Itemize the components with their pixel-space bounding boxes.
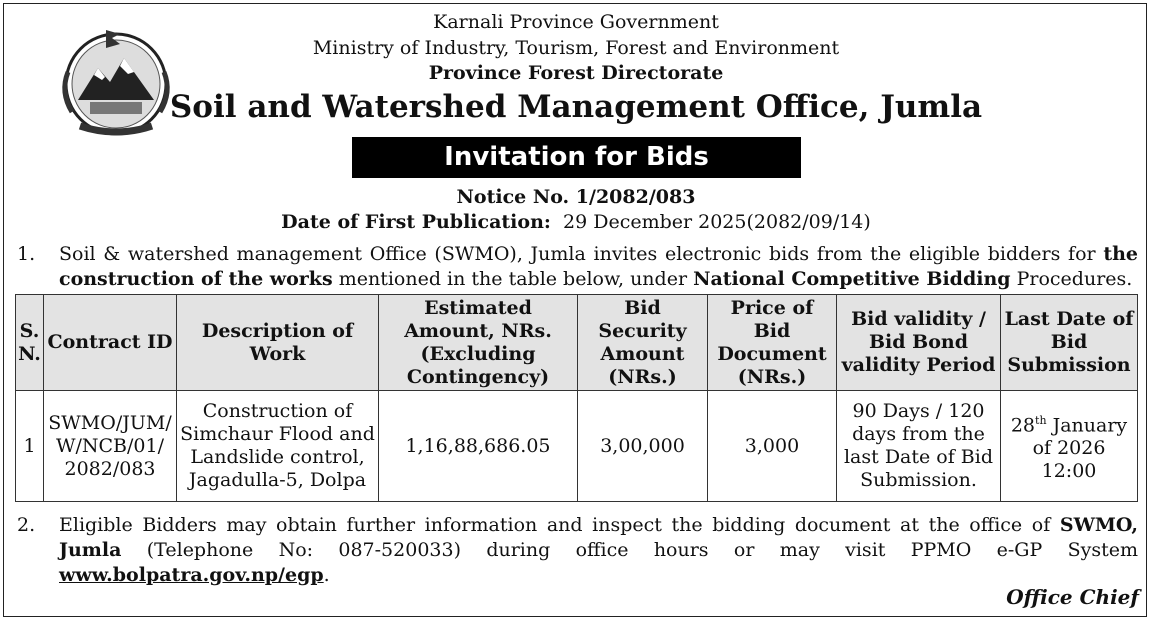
item-2-text-c: .: [323, 564, 330, 586]
cell-description: Construction of Simchaur Flood and Lands…: [176, 390, 379, 502]
header-line-province-government: Karnali Province Government: [433, 11, 719, 33]
col-header-last-date: Last Date of Bid Submission: [1000, 294, 1138, 391]
item-1-text-b: mentioned in the table below, under: [332, 268, 694, 290]
col-header-description: Description of Work: [176, 294, 379, 391]
publication-date-label: Date of First Publication:: [281, 211, 551, 233]
item-1-bold-a: the construction of the works: [59, 243, 1138, 290]
notice-frame: [3, 3, 1147, 617]
item-2-text-b: (Telephone No: 087-520033) during office…: [121, 539, 1138, 561]
last-date-ordinal: th: [1035, 413, 1047, 427]
publication-date: Date of First Publication: 29 December 2…: [0, 211, 1152, 233]
cell-last-date: 28th January of 2026 12:00: [1000, 390, 1138, 502]
col-header-contract-id: Contract ID: [43, 294, 177, 391]
item-2-text: Eligible Bidders may obtain further info…: [59, 513, 1138, 588]
bids-table: S. N. Contract ID Description of Work Es…: [15, 294, 1138, 502]
item-2-bold-office: SWMO, Jumla: [59, 514, 1138, 561]
cell-bid-security: 3,00,000: [577, 390, 708, 502]
cell-contract-id: SWMO/JUM/ W/NCB/01/ 2082/083: [43, 390, 177, 502]
header-line-ministry: Ministry of Industry, Tourism, Forest an…: [312, 37, 840, 59]
item-1-bold-b: National Competitive Bidding: [693, 268, 1011, 290]
cell-sn: 1: [15, 390, 44, 502]
table-row: 1 SWMO/JUM/ W/NCB/01/ 2082/083 Construct…: [15, 390, 1138, 502]
item-1-text-a: Soil & watershed management Office (SWMO…: [59, 243, 1104, 265]
item-1-text: Soil & watershed management Office (SWMO…: [59, 242, 1138, 292]
invitation-banner: Invitation for Bids: [352, 137, 801, 178]
signature-office-chief: Office Chief: [1006, 585, 1139, 609]
col-header-validity: Bid validity / Bid Bond validity Period: [836, 294, 1001, 391]
col-header-bid-security: Bid Security Amount (NRs.): [577, 294, 708, 391]
col-header-doc-price: Price of Bid Document (NRs.): [707, 294, 837, 391]
item-1-number: 1.: [17, 243, 36, 265]
item-2-number: 2.: [17, 514, 36, 536]
col-header-sn: S. N.: [15, 294, 44, 391]
egp-link[interactable]: www.bolpatra.gov.np/egp: [59, 564, 324, 586]
publication-date-value: 29 December 2025(2082/09/14): [563, 211, 871, 233]
last-date-rest: January of 2026 12:00: [1032, 414, 1128, 483]
government-emblem-icon: [62, 30, 170, 136]
cell-estimated-amount: 1,16,88,686.05: [378, 390, 578, 502]
last-date-day: 28: [1010, 414, 1036, 437]
office-title: Soil and Watershed Management Office, Ju…: [169, 89, 983, 125]
item-1-text-c: Procedures.: [1010, 268, 1133, 290]
notice-number: Notice No. 1/2082/083: [456, 186, 696, 208]
table-header-row: S. N. Contract ID Description of Work Es…: [15, 294, 1138, 391]
item-2-text-a: Eligible Bidders may obtain further info…: [59, 514, 1060, 536]
cell-validity: 90 Days / 120 days from the last Date of…: [836, 390, 1001, 502]
cell-doc-price: 3,000: [707, 390, 837, 502]
col-header-estimated-amount: Estimated Amount, NRs. (Excluding Contin…: [378, 294, 578, 391]
header-line-directorate: Province Forest Directorate: [428, 62, 724, 84]
